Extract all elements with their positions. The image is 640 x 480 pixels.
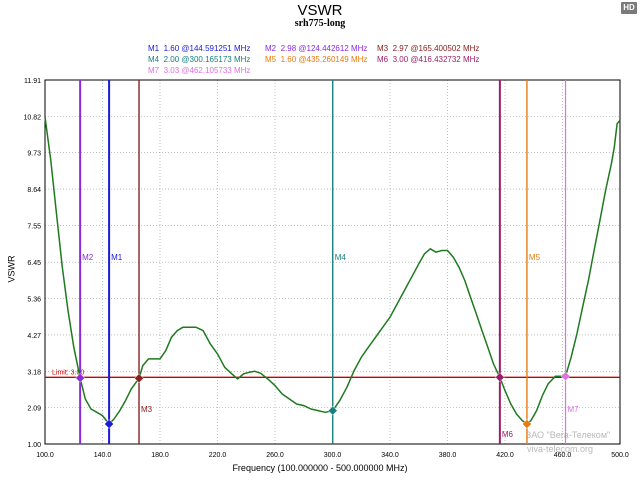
legend-m5: M5 1.60 @435.260149 MHz <box>265 55 367 64</box>
marker-point-m7 <box>560 371 571 382</box>
y-tick-label: 3.18 <box>27 369 41 376</box>
legend-m1-text: 1.60 @144.591251 MHz <box>163 44 251 53</box>
legend-m5-text: 1.60 @435.260149 MHz <box>280 55 368 64</box>
legend-m3-id: M3 <box>377 44 389 53</box>
y-tick-label: 11.91 <box>24 78 41 85</box>
x-tick-label: 300.0 <box>324 452 342 459</box>
legend-m2-text: 2.98 @124.442612 MHz <box>280 44 368 53</box>
x-tick-label: 340.0 <box>381 452 399 459</box>
marker-label-m6: M6 <box>502 430 514 439</box>
x-tick-label: 380.0 <box>439 452 457 459</box>
x-tick-label: 140.0 <box>94 452 112 459</box>
legend-m4-id: M4 <box>148 55 160 64</box>
x-tick-label: 500.0 <box>611 452 629 459</box>
x-axis-title: Frequency (100.000000 - 500.000000 MHz) <box>232 463 408 473</box>
marker-label-m4: M4 <box>335 253 347 262</box>
y-tick-label: 1.00 <box>27 442 41 449</box>
y-tick-label: 8.64 <box>27 187 41 194</box>
x-tick-label: 180.0 <box>151 452 169 459</box>
legend-m5-id: M5 <box>265 55 277 64</box>
marker-point-m4 <box>327 405 338 416</box>
legend-m1: M1 1.60 @144.591251 MHz <box>148 44 250 53</box>
marker-point-m3 <box>134 373 144 384</box>
watermark-line2: viva-telecom.org <box>527 444 593 454</box>
legend-m4: M4 2.00 @300.165173 MHz <box>148 55 250 64</box>
marker-label-m3: M3 <box>141 405 153 414</box>
y-axis-title-wrap: VSWR <box>4 252 28 292</box>
legend-m3-text: 2.97 @165.400502 MHz <box>392 44 480 53</box>
marker-label-m1: M1 <box>111 253 123 262</box>
x-tick-label: 220.0 <box>209 452 227 459</box>
y-tick-label: 2.09 <box>27 406 41 413</box>
legend-m7-text: 3.03 @462.105733 MHz <box>163 66 251 75</box>
marker-label-m2: M2 <box>82 253 94 262</box>
x-tick-label: 420.0 <box>496 452 514 459</box>
hd-badge: HD <box>621 2 637 14</box>
legend-m2-id: M2 <box>265 44 277 53</box>
y-tick-label: 9.73 <box>27 151 41 158</box>
legend-m6-id: M6 <box>377 55 389 64</box>
legend-m6-text: 3.00 @416.432732 MHz <box>392 55 480 64</box>
x-tick-label: 460.0 <box>554 452 572 459</box>
y-tick-label: 6.45 <box>27 260 41 267</box>
marker-label-m5: M5 <box>529 253 541 262</box>
legend-m2: M2 2.98 @124.442612 MHz <box>265 44 367 53</box>
x-tick-label: 260.0 <box>266 452 284 459</box>
chart-title: VSWR <box>297 2 343 19</box>
limit-label: Limit: 3.00 <box>52 369 84 376</box>
y-tick-label: 5.36 <box>27 297 41 304</box>
watermark-line1: ЗАО "Вега-Телеком" <box>526 430 610 440</box>
marker-label-m7: M7 <box>568 405 580 414</box>
legend-m3: M3 2.97 @165.400502 MHz <box>377 44 479 53</box>
y-tick-label: 4.27 <box>27 333 41 340</box>
y-axis-title: VSWR <box>6 255 17 283</box>
y-tick-label: 10.82 <box>23 114 41 121</box>
legend-m1-id: M1 <box>148 44 160 53</box>
vswr-trace <box>44 116 621 425</box>
marker-point-m6 <box>495 372 505 383</box>
marker-point-m2 <box>75 373 85 383</box>
marker-point-m5 <box>522 419 532 429</box>
chart-subtitle: srh775-long <box>294 18 346 29</box>
legend-m6: M6 3.00 @416.432732 MHz <box>377 55 479 64</box>
y-tick-label: 7.55 <box>27 223 41 230</box>
legend-m7: M7 3.03 @462.105733 MHz <box>148 66 250 75</box>
legend-m7-id: M7 <box>148 66 160 75</box>
x-tick-label: 100.0 <box>36 452 54 459</box>
legend-m4-text: 2.00 @300.165173 MHz <box>163 55 251 64</box>
marker-point-m1 <box>104 419 114 429</box>
